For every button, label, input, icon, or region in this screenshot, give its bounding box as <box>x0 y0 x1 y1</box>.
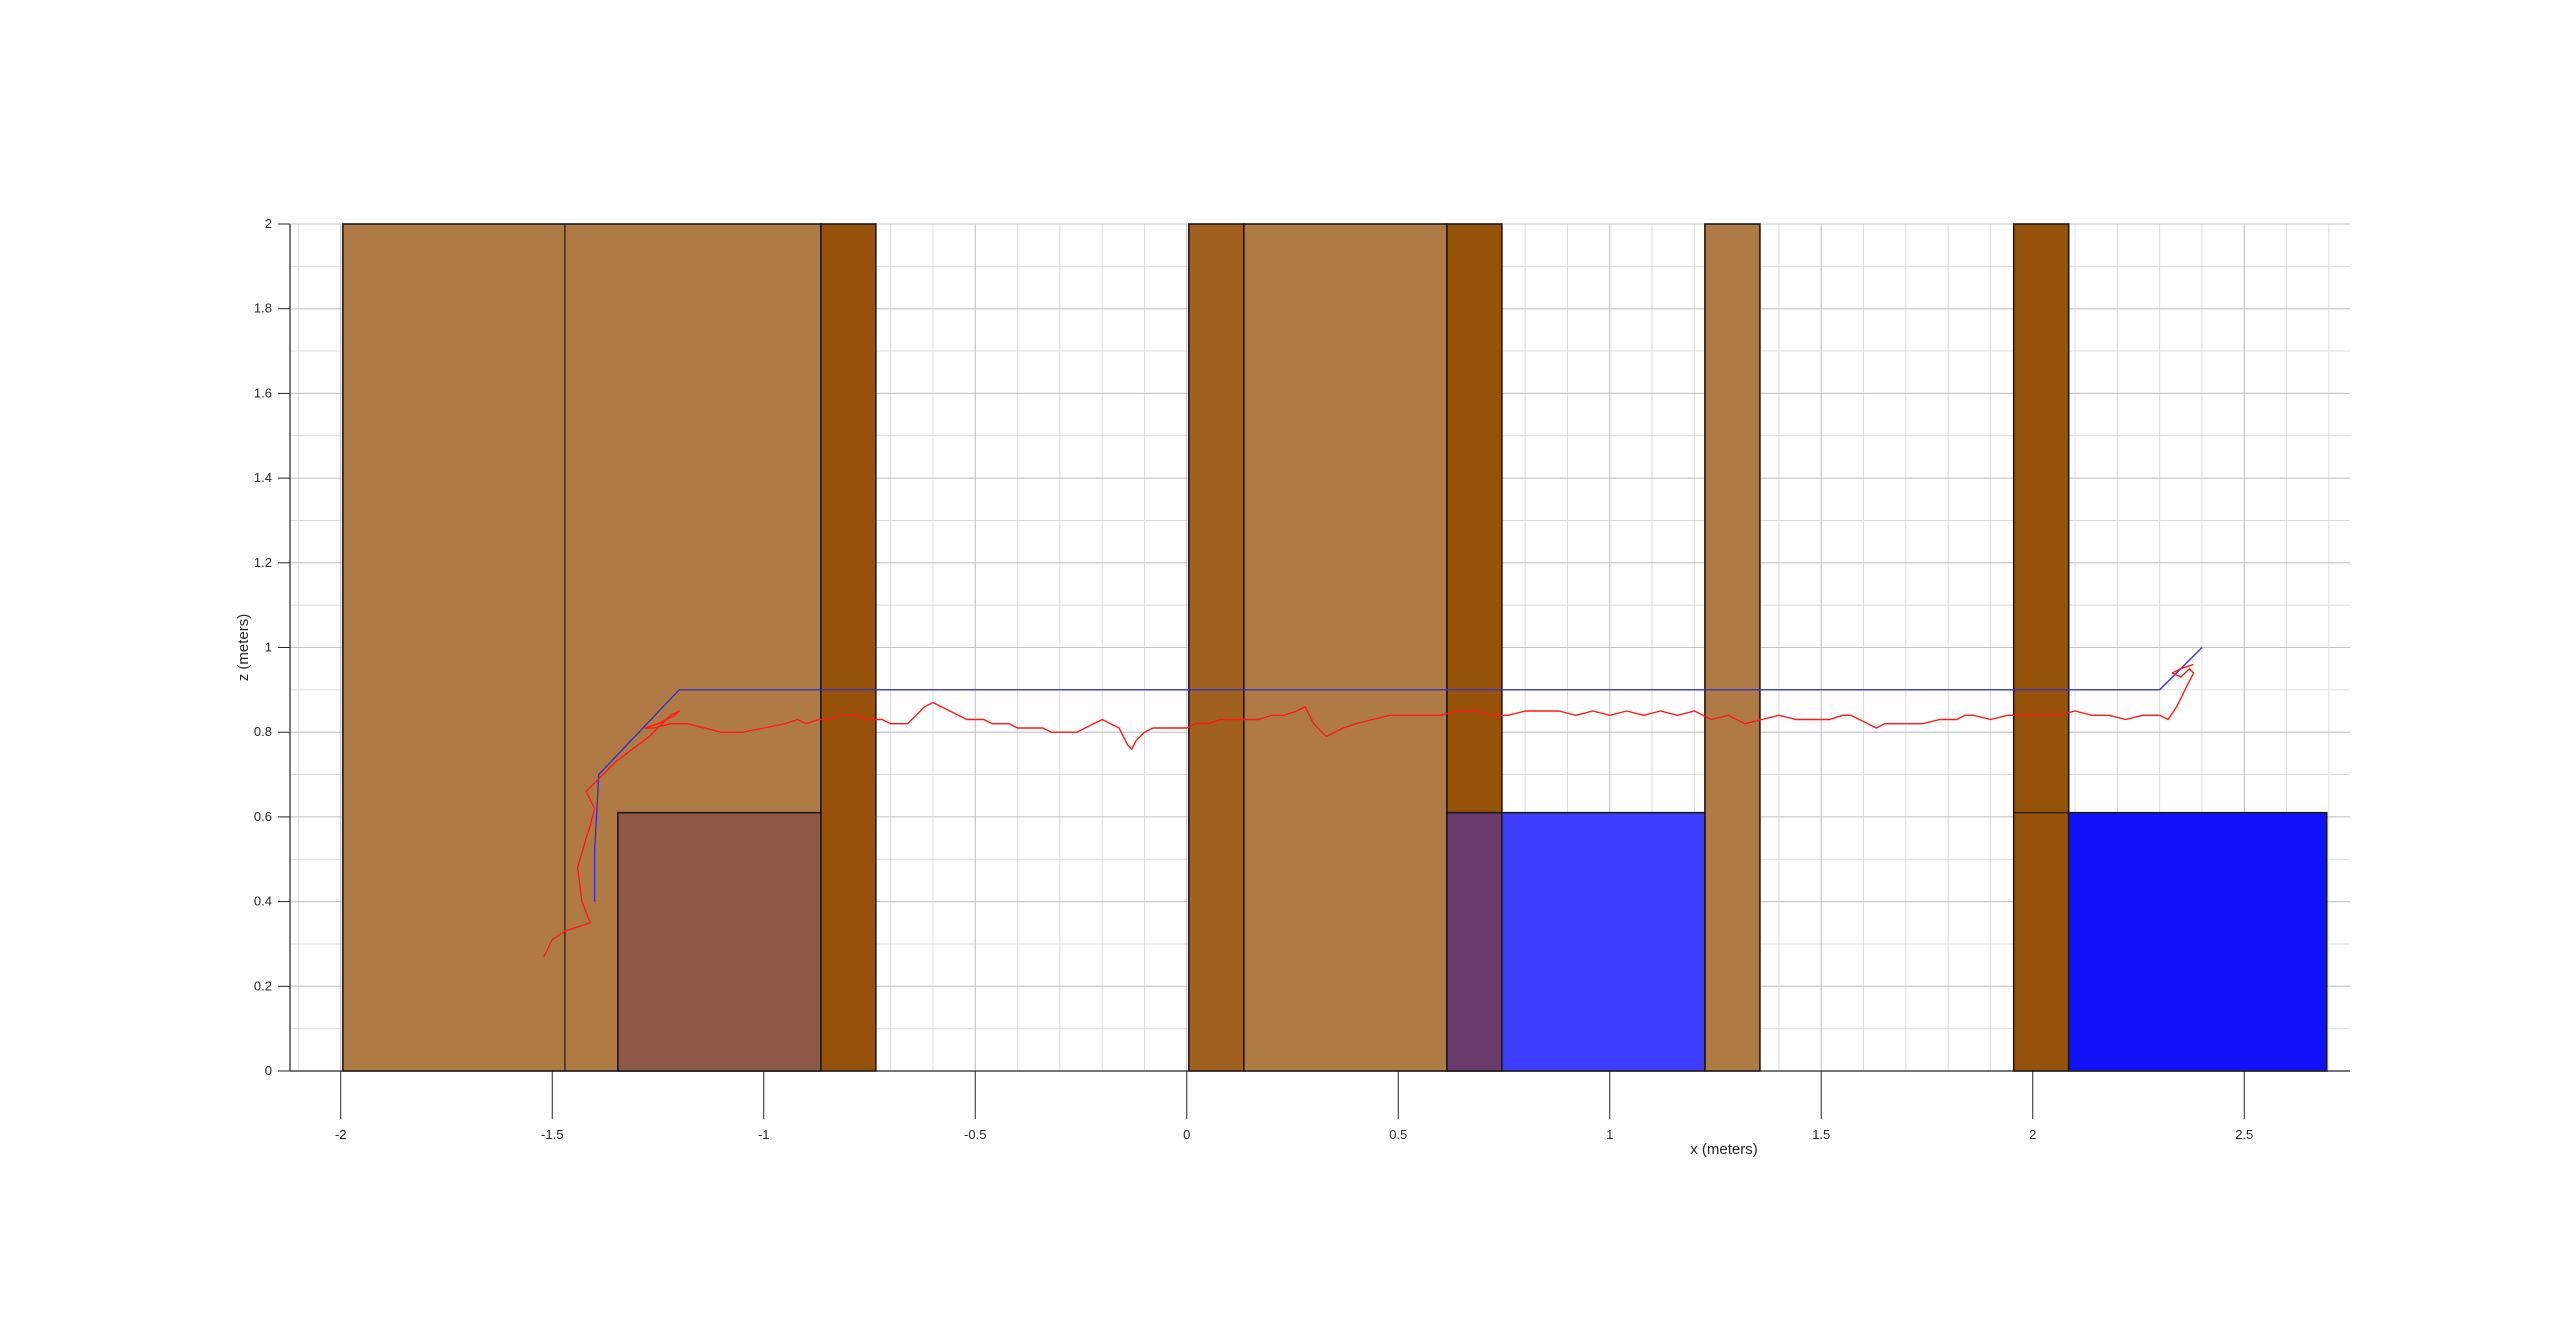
y-axis-label: z (meters) <box>235 614 252 682</box>
axes <box>278 223 2350 1119</box>
y-tick-label: 0 <box>265 1063 272 1078</box>
obstacle-box-8 <box>1446 811 1503 1072</box>
series <box>543 647 2203 958</box>
obstacle-box-7 <box>617 811 822 1072</box>
x-tick-label: 0.5 <box>1389 1127 1407 1142</box>
obstacles <box>342 223 2328 1072</box>
y-tick-label: 0.8 <box>254 724 272 739</box>
y-tick-label: 1.6 <box>254 385 272 400</box>
x-tick-label: 1.5 <box>1812 1127 1830 1142</box>
x-tick-label: -1.5 <box>541 1127 563 1142</box>
series-line-0 <box>593 647 2203 902</box>
x-tick-label: -2 <box>335 1127 347 1142</box>
obstacle-box-1 <box>820 223 877 1072</box>
obstacle-box-9 <box>1501 811 1706 1072</box>
y-tick-label: 2 <box>265 216 272 231</box>
x-tick-label: -1 <box>758 1127 770 1142</box>
y-tick-label: 0.4 <box>254 894 272 909</box>
y-tick-label: 1.4 <box>254 470 272 485</box>
y-tick-label: 1.2 <box>254 555 272 570</box>
y-tick-label: 1 <box>265 640 272 655</box>
x-axis-label: x (meters) <box>1690 1141 1758 1158</box>
x-tick-label: 2 <box>2029 1127 2036 1142</box>
y-tick-label: 0.6 <box>254 809 272 824</box>
x-tick-label: 0 <box>1183 1127 1190 1142</box>
x-tick-label: 2.5 <box>2235 1127 2253 1142</box>
obstacle-box-5 <box>1704 223 1761 1072</box>
x-tick-label: -0.5 <box>964 1127 986 1142</box>
obstacle-box-3 <box>1243 223 1448 1072</box>
x-tick-label: 1 <box>1606 1127 1613 1142</box>
tick-labels: -2 -1.5 -1 -0.5 0 0.5 1 1.5 2 2.5 0 0.2 0.4 0.6 0.8 1 1.… <box>254 216 2253 1142</box>
obstacle-box-6 <box>2012 223 2070 1072</box>
obstacle-box-10 <box>2067 811 2328 1072</box>
y-tick-label: 0.2 <box>254 978 272 993</box>
y-tick-label: 1.8 <box>254 301 272 316</box>
obstacle-box-2 <box>1188 223 1245 1072</box>
series-line-1 <box>543 663 2195 958</box>
